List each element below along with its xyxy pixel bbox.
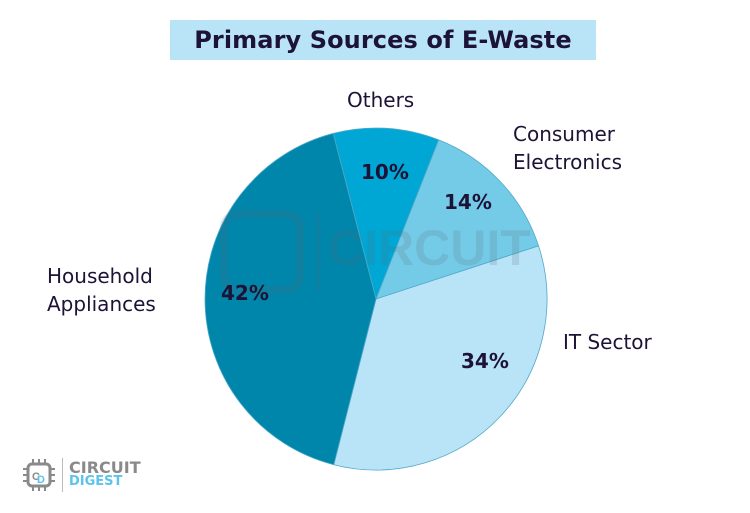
label-others: Others — [347, 88, 415, 112]
label-line: Consumer — [513, 122, 615, 146]
chart-title: Primary Sources of E-Waste — [194, 26, 572, 54]
pct-household-appliances: 42% — [221, 281, 269, 305]
chart-title-box: Primary Sources of E-Waste — [170, 20, 596, 60]
pie-slice-it-sector — [333, 245, 548, 471]
watermark-chip-icon — [220, 210, 304, 294]
pie-slice-household-appliances — [204, 132, 377, 466]
circuit-digest-logo: C D CIRCUIT DIGEST — [22, 458, 141, 492]
logo-text-circuit: CIRCUIT — [69, 458, 141, 477]
label-it-sector: IT Sector — [563, 330, 652, 354]
watermark-text: CIRCUIT — [328, 220, 531, 276]
svg-text:D: D — [37, 474, 45, 486]
label-line: Electronics — [513, 150, 623, 174]
label-household-appliances: Household Appliances — [47, 262, 156, 318]
logo-divider — [62, 458, 63, 492]
svg-text:C: C — [32, 471, 40, 483]
pie-slice-others — [332, 127, 440, 301]
pct-others: 10% — [361, 160, 409, 184]
pct-it-sector: 34% — [461, 349, 509, 373]
pct-consumer-electronics: 14% — [444, 190, 492, 214]
label-line: Appliances — [47, 292, 156, 316]
chip-logo-icon: C D — [23, 459, 55, 491]
logo-text-digest: DIGEST — [69, 474, 123, 489]
pie-slice-consumer-electronics — [375, 139, 540, 300]
label-line: Household — [47, 264, 153, 288]
label-consumer-electronics: Consumer Electronics — [513, 120, 622, 176]
watermark: CIRCUIT — [220, 210, 531, 294]
